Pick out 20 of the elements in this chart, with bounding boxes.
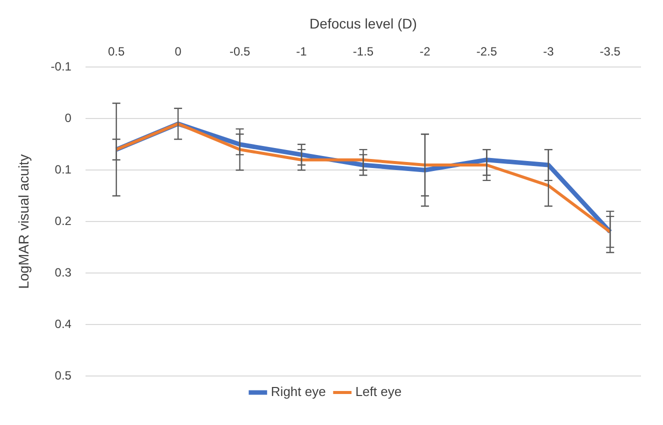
y-tick-label: 0.2 xyxy=(54,214,72,228)
x-tick-label: -2 xyxy=(420,44,431,58)
legend-label: Right eye xyxy=(270,384,326,400)
x-tick-label: -3 xyxy=(543,44,554,58)
y-tick-label: 0.1 xyxy=(54,162,72,176)
x-tick-label: -0.5 xyxy=(229,44,250,58)
y-axis-title: LogMAR visual acuity xyxy=(15,154,32,289)
x-tick-label: 0 xyxy=(174,44,182,58)
legend-label: Left eye xyxy=(355,384,402,400)
y-tick-label: 0.4 xyxy=(54,316,72,331)
y-tick-label: -0.1 xyxy=(50,60,72,74)
y-tick-label: 0 xyxy=(64,110,72,125)
x-tick-label: -1 xyxy=(296,44,308,58)
x-tick-label: 0.5 xyxy=(108,44,126,58)
x-tick-label: -1.5 xyxy=(352,44,374,58)
y-tick-label: 0.5 xyxy=(54,368,72,382)
x-axis-title: Defocus level (D) xyxy=(310,15,417,32)
x-tick-label: -2.5 xyxy=(476,44,498,58)
y-tick-label: 0.3 xyxy=(54,265,72,280)
x-tick-label: -3.5 xyxy=(600,44,621,58)
